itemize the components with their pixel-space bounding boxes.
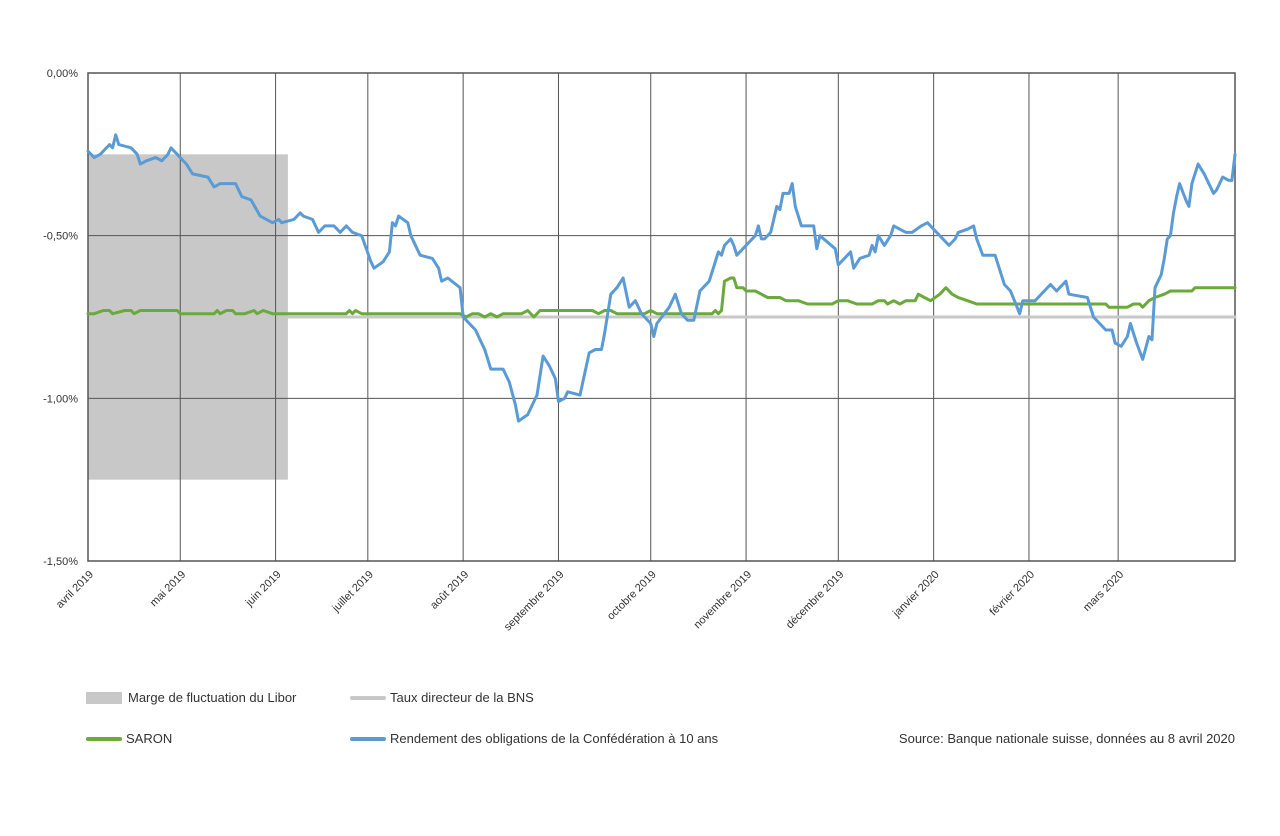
legend-label-policy-rate: Taux directeur de la BNS — [390, 690, 534, 705]
saron-line — [86, 276, 1237, 319]
x-tick-label: mars 2020 — [1081, 569, 1126, 614]
x-tick-label: novembre 2019 — [692, 569, 755, 632]
source-note: Source: Banque nationale suisse, données… — [898, 731, 1235, 746]
y-tick-label: 0,00% — [47, 68, 78, 80]
legend-item-bond-yield: Rendement des obligations de la Confédér… — [350, 731, 718, 746]
x-tick-label: décembre 2019 — [784, 569, 847, 632]
libor-band — [88, 154, 288, 480]
x-tick-label: septembre 2019 — [502, 569, 567, 634]
legend-label-libor-band: Marge de fluctuation du Libor — [128, 690, 297, 705]
x-tick-label: juillet 2019 — [330, 569, 376, 615]
legend-label-bond-yield: Rendement des obligations de la Confédér… — [390, 731, 719, 746]
x-tick-label: janvier 2020 — [890, 569, 942, 621]
legend-swatch-libor-band — [86, 691, 122, 704]
y-tick-label: -0,50% — [43, 231, 78, 243]
y-tick-label: -1,50% — [43, 556, 78, 568]
x-tick-label: mai 2019 — [148, 569, 188, 609]
legend-swatch-saron — [86, 736, 122, 741]
x-tick-label: février 2020 — [988, 569, 1038, 619]
legend-item-saron: SARON — [86, 731, 172, 746]
x-tick-label: août 2019 — [428, 569, 471, 612]
legend-swatch-policy-rate — [350, 695, 386, 700]
x-tick-label: juin 2019 — [243, 569, 284, 610]
legend-swatch-bond-yield — [350, 736, 386, 741]
legend-item-policy-rate: Taux directeur de la BNS — [350, 690, 534, 705]
x-tick-label: avril 2019 — [54, 569, 96, 611]
x-tick-label: octobre 2019 — [605, 569, 659, 623]
y-tick-label: -1,00% — [43, 393, 78, 405]
legend-label-saron: SARON — [126, 731, 173, 746]
legend-item-libor-band: Marge de fluctuation du Libor — [86, 690, 296, 705]
bond-yield-line — [86, 133, 1237, 423]
